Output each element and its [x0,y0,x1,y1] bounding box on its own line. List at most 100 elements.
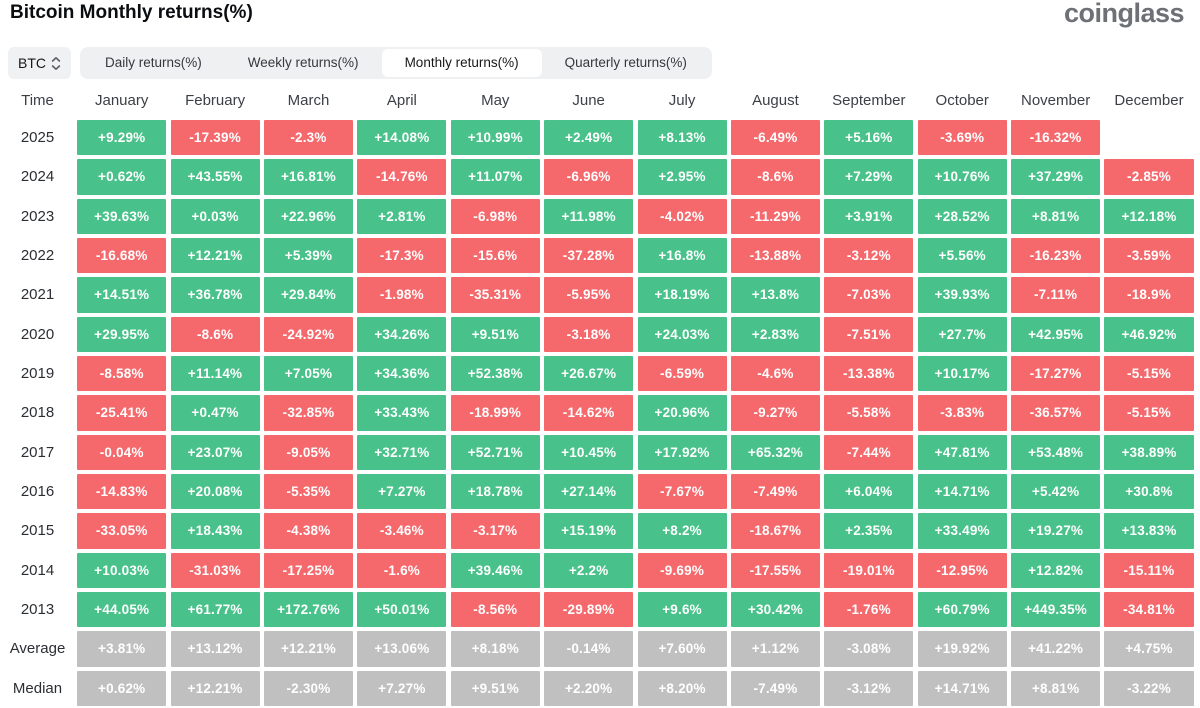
return-cell: -9.05% [263,434,353,470]
column-header: June [572,91,605,109]
return-cell: -0.14% [544,631,634,667]
return-cell: -5.58% [824,395,914,431]
return-cell: +12.82% [1011,552,1101,588]
coinglass-logo: coinglass [1063,0,1185,28]
return-cell: +22.96% [263,198,353,234]
return-cell: +5.56% [917,237,1007,274]
tab-quarterly[interactable]: Quarterly returns(%) [564,55,687,70]
return-cell: +18.19% [637,277,727,313]
return-cell: -33.05% [77,513,167,549]
return-cell: -16.23% [1011,237,1101,274]
return-cell: +30.42% [730,591,820,628]
return-cell: +60.79% [917,591,1007,628]
tab-weekly[interactable]: Weekly returns(%) [247,55,359,70]
return-cell: +39.63% [77,198,167,234]
column-header: September [832,91,906,109]
return-cell: +10.76% [917,159,1007,195]
return-cell: +13.06% [357,631,447,667]
return-cell: -35.31% [450,277,540,313]
return-cell: -16.32% [1011,120,1101,156]
column-header: July [668,91,696,109]
row-label: 2020 [20,325,55,343]
return-cell: -14.83% [77,473,167,510]
return-cell: +39.93% [917,277,1007,313]
return-cell: +11.14% [170,355,260,392]
return-cell: +9.51% [450,670,540,706]
return-cell: +19.27% [1011,513,1101,549]
return-cell: +7.60% [637,631,727,667]
return-cell: +61.77% [170,591,260,628]
return-cell: +50.01% [357,591,447,628]
return-cell: +10.17% [917,355,1007,392]
row-label: 2024 [20,168,55,186]
return-cell: +19.92% [917,631,1007,667]
return-cell: +26.67% [544,355,634,392]
return-cell: +12.21% [170,670,260,706]
controls-bar: BTC Daily returns(%) Weekly returns(%) Mon… [8,47,712,79]
return-cell: +2.2% [544,552,634,588]
return-cell: -0.04% [77,434,167,470]
return-cell: +14.51% [77,277,167,313]
return-cell: -3.59% [1104,237,1194,274]
row-label: 2017 [20,443,55,461]
return-cell: -15.6% [450,237,540,274]
return-cell: -7.03% [824,277,914,313]
return-cell: +10.45% [544,434,634,470]
return-cell: +41.22% [1011,631,1101,667]
row-label: 2025 [20,129,55,147]
return-cell: +18.78% [450,473,540,510]
return-cell: +38.89% [1104,434,1194,470]
return-cell: +37.29% [1011,159,1101,195]
return-cell: -3.46% [357,513,447,549]
return-cell: -2.30% [263,670,353,706]
return-cell: +33.49% [917,513,1007,549]
return-cell: +2.95% [637,159,727,195]
return-cell: -14.76% [357,159,447,195]
row-label: Median [12,679,63,697]
tab-monthly[interactable]: Monthly returns(%) [381,49,542,77]
return-cell: -3.12% [824,670,914,706]
return-cell: +27.14% [544,473,634,510]
return-cell-empty [1104,120,1193,155]
return-cell: +449.35% [1011,591,1101,628]
row-label: 2014 [20,561,55,579]
return-cell: -12.95% [917,552,1007,588]
return-cell: +52.38% [450,355,540,392]
return-cell: -7.44% [824,434,914,470]
return-cell: +34.36% [357,355,447,392]
row-label: 2023 [20,207,55,225]
return-cell: -4.38% [263,513,353,549]
column-header: May [481,91,510,109]
return-cell: +2.20% [544,670,634,706]
return-cell: +44.05% [77,591,167,628]
return-cell: +9.6% [637,591,727,628]
return-cell: -18.99% [450,395,540,431]
symbol-selector[interactable]: BTC [8,47,71,79]
return-cell: +39.46% [450,552,540,588]
column-header: March [287,91,330,109]
return-cell: +0.62% [77,670,167,706]
return-cell: +5.42% [1011,473,1101,510]
return-cell: +33.43% [357,395,447,431]
return-cell: -3.83% [917,395,1007,431]
return-cell: -17.3% [357,237,447,274]
return-cell: -6.59% [637,355,727,392]
return-cell: +7.27% [357,670,447,706]
column-header: April [386,91,417,109]
return-cell: -6.98% [450,198,540,234]
return-cell: +16.8% [637,237,727,274]
return-cell: +10.99% [450,120,540,156]
symbol-label: BTC [18,55,46,71]
return-cell: +8.20% [637,670,727,706]
return-cell: +20.96% [637,395,727,431]
tab-daily[interactable]: Daily returns(%) [105,55,202,70]
return-cell: +14.08% [357,120,447,156]
return-cell: -4.6% [730,355,820,392]
return-cell: -3.17% [450,513,540,549]
return-cell: -7.51% [824,316,914,352]
return-cell: -16.68% [77,237,167,274]
return-cell: +16.81% [263,159,353,195]
return-cell: +0.47% [170,395,260,431]
return-cell: +42.95% [1011,316,1101,352]
return-cell: +11.98% [544,198,634,234]
